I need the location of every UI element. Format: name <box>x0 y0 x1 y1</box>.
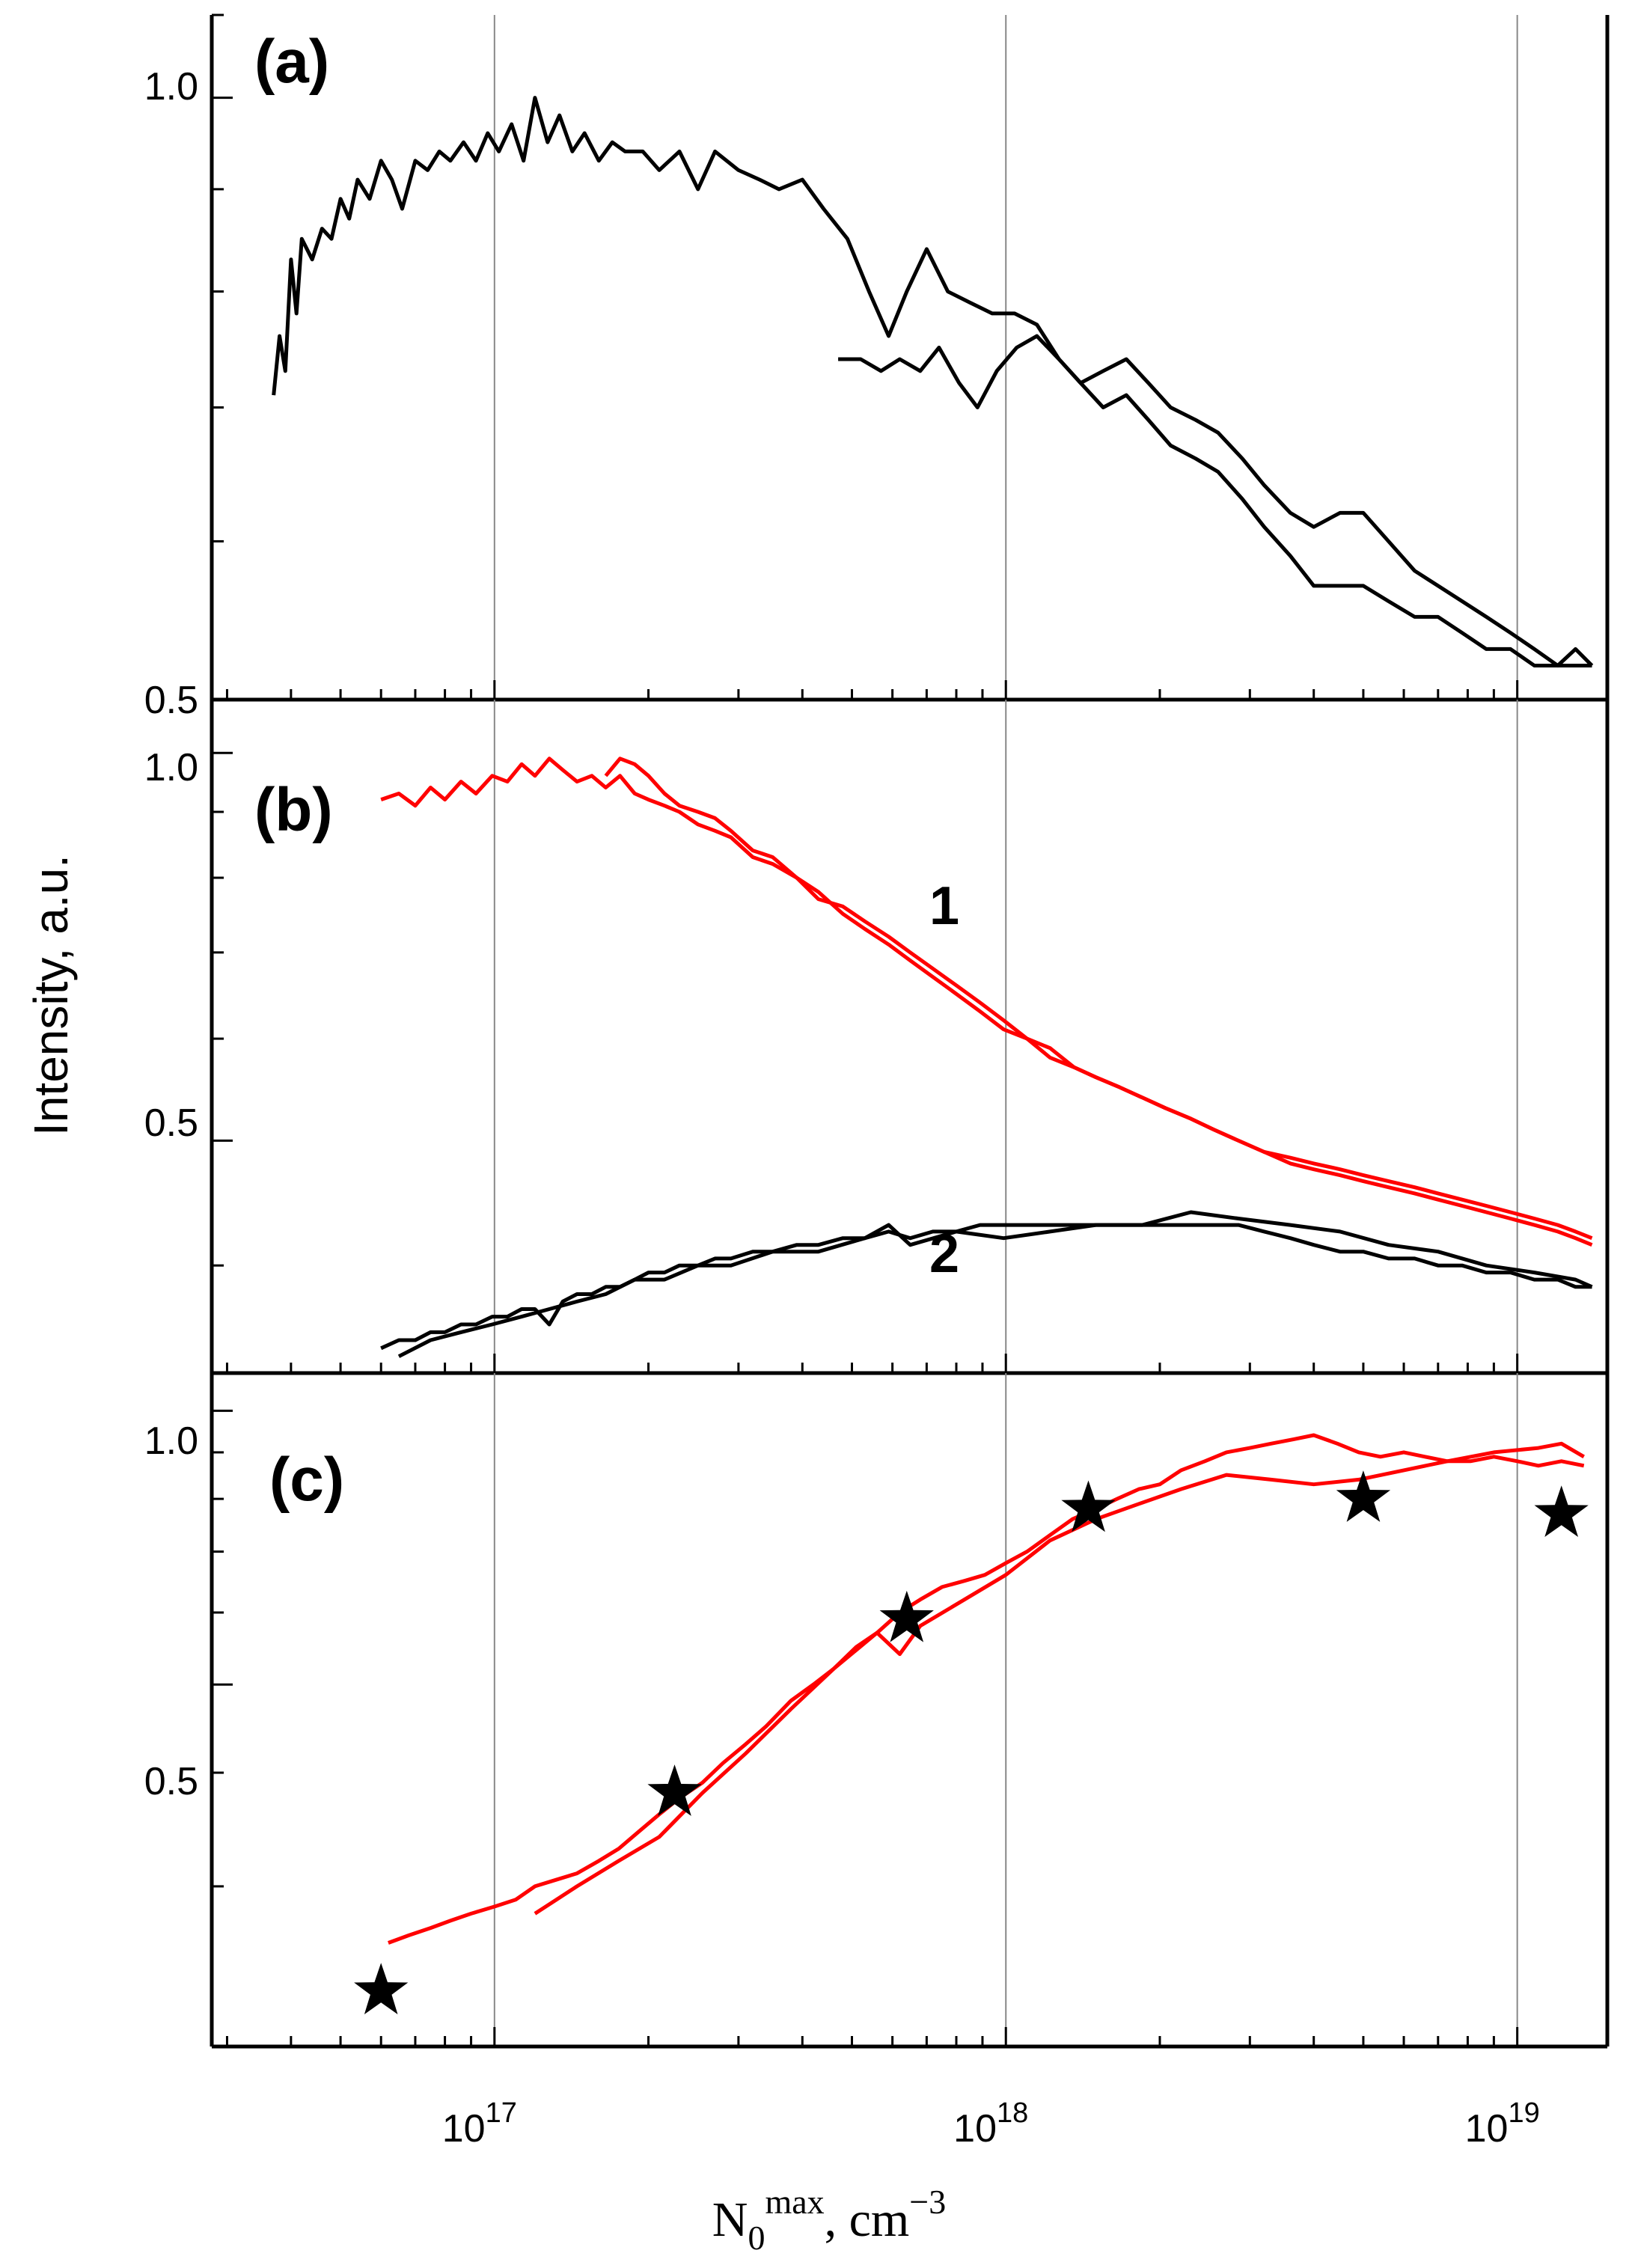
panel-label-c: (c) <box>269 1446 344 1514</box>
panel-label-a: (a) <box>254 28 329 96</box>
series-line-c-2 <box>534 1441 1585 1916</box>
y-tick-label-a-2: 0.5 <box>144 679 198 722</box>
panel-label-b: (b) <box>254 776 333 844</box>
series-line-c-1 <box>388 1433 1585 1945</box>
x-tick-label-base: 10 <box>1465 2107 1509 2151</box>
series-line-b-4 <box>397 1210 1593 1358</box>
panel-a: 1.0 0.5 (a) <box>144 13 1610 722</box>
y-tick-label-a-1: 1.0 <box>144 65 198 108</box>
panel-c: 1.0 0.5 (c) <box>144 1372 1610 2049</box>
x-axis-title-rest: , cm <box>825 2192 910 2247</box>
panel-b: 1.0 0.5 (b) 1 2 <box>144 698 1610 1375</box>
y-tick-label-b-2: 0.5 <box>144 1101 198 1145</box>
x-tick-label-2: 1018 <box>953 2097 1028 2151</box>
x-tick-label-exp: 17 <box>486 2097 517 2129</box>
series-line-b-2 <box>604 756 1593 1241</box>
star-marker-2 <box>647 1764 702 1816</box>
curve-label-1: 1 <box>929 876 959 936</box>
y-tick-label-c-2: 0.5 <box>144 1760 198 1803</box>
star-marker-6 <box>1534 1485 1589 1537</box>
star-marker-1 <box>354 1963 409 2014</box>
star-marker-5 <box>1336 1470 1391 1522</box>
y-tick-label-c-1: 1.0 <box>144 1419 198 1463</box>
x-tick-label-base: 10 <box>442 2107 486 2151</box>
x-axis-title-base: N <box>712 2192 748 2247</box>
x-tick-label-base: 10 <box>953 2107 997 2151</box>
series-line-b-3 <box>380 1223 1592 1351</box>
curve-label-2: 2 <box>929 1224 959 1284</box>
x-axis-title-text: N0max, cm−3 <box>712 2183 946 2257</box>
series-line-b-1 <box>380 756 1593 1247</box>
x-axis-title-sub: 0 <box>748 2219 765 2257</box>
x-axis-title-sup: max <box>765 2183 824 2221</box>
star-marker-3 <box>879 1590 934 1642</box>
series-line-a-2 <box>838 334 1594 667</box>
x-tick-label-3: 1019 <box>1465 2097 1540 2151</box>
star-marker-4 <box>1061 1480 1116 1532</box>
x-tick-label-exp: 19 <box>1508 2097 1539 2129</box>
x-tick-label-1: 1017 <box>442 2097 517 2151</box>
x-tick-label-exp: 18 <box>997 2097 1028 2129</box>
x-axis-title-unit-sup: −3 <box>909 2183 946 2221</box>
y-axis-title: Intensity, a.u. <box>24 855 78 1136</box>
x-axis-title: N0max, cm−3 <box>712 2183 946 2257</box>
series-line-a-1 <box>272 96 1592 667</box>
y-tick-label-b-1: 1.0 <box>144 746 198 789</box>
